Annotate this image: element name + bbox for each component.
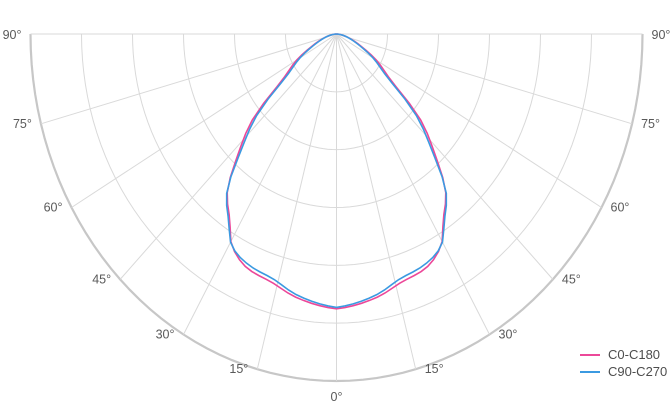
svg-text:15°: 15° — [425, 362, 444, 376]
svg-text:75°: 75° — [641, 117, 660, 131]
svg-text:45°: 45° — [92, 272, 111, 286]
svg-text:60°: 60° — [611, 201, 630, 215]
svg-text:30°: 30° — [156, 328, 175, 342]
svg-text:60°: 60° — [44, 201, 63, 215]
svg-text:0°: 0° — [331, 390, 343, 404]
svg-text:90°: 90° — [652, 28, 671, 42]
svg-text:90°: 90° — [3, 28, 22, 42]
svg-text:30°: 30° — [499, 328, 518, 342]
svg-text:45°: 45° — [562, 272, 581, 286]
svg-text:75°: 75° — [13, 117, 32, 131]
svg-text:15°: 15° — [229, 362, 248, 376]
